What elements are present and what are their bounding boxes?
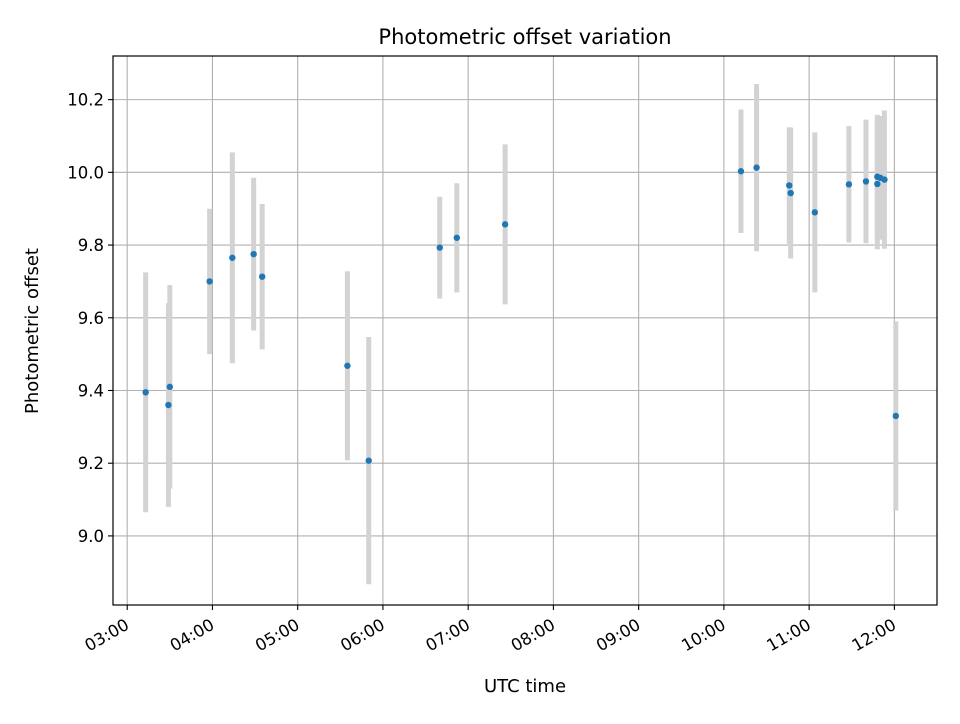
error-bars [143, 83, 899, 585]
data-point [258, 273, 266, 280]
x-tick-label: 10:00 [678, 615, 729, 655]
x-tick-label: 07:00 [422, 615, 473, 655]
data-point [881, 176, 888, 183]
data-point [229, 254, 236, 261]
y-tick-label: 10.0 [67, 163, 104, 182]
data-point [344, 362, 351, 369]
y-tick-label: 9.2 [78, 454, 104, 473]
data-point [874, 180, 881, 188]
data-point [737, 168, 745, 175]
y-tick-label: 9.4 [78, 381, 104, 400]
data-point [365, 457, 372, 464]
data-point [165, 401, 172, 409]
x-tick-label: 12:00 [849, 615, 900, 655]
y-tick-label: 9.8 [78, 236, 104, 255]
y-tick-label: 10.2 [67, 91, 104, 110]
data-point [811, 209, 819, 216]
y-tick-label: 9.6 [78, 309, 104, 328]
data-point [862, 178, 870, 185]
data-point [166, 383, 174, 391]
x-axis-label: UTC time [484, 676, 566, 697]
data-point [206, 278, 213, 285]
axis-ticks: 03:00 04:00 05:00 06:00 07:00 08:00 09:00 10:00… [67, 91, 899, 656]
grid-lines [113, 56, 937, 605]
chart-title: Photometric offset variation [378, 25, 671, 49]
data-point [892, 412, 899, 420]
data-points [142, 164, 899, 464]
x-tick-label: 11:00 [763, 615, 814, 655]
data-point [436, 244, 443, 251]
x-tick-label: 08:00 [508, 615, 559, 655]
x-tick-label: 09:00 [593, 615, 644, 655]
y-tick-label: 9.0 [78, 527, 104, 546]
data-point [786, 182, 793, 189]
data-point [250, 250, 257, 258]
data-point [501, 221, 509, 228]
x-tick-label: 06:00 [337, 615, 388, 655]
x-tick-label: 03:00 [82, 615, 133, 655]
data-point [142, 389, 149, 396]
data-point [453, 234, 461, 241]
y-axis-label: Photometric offset [22, 248, 43, 414]
x-tick-label: 04:00 [167, 615, 218, 655]
plot-frame [112, 55, 938, 606]
x-tick-label: 05:00 [252, 615, 303, 655]
data-point [753, 164, 760, 171]
data-point [787, 189, 794, 197]
data-point [845, 181, 853, 188]
